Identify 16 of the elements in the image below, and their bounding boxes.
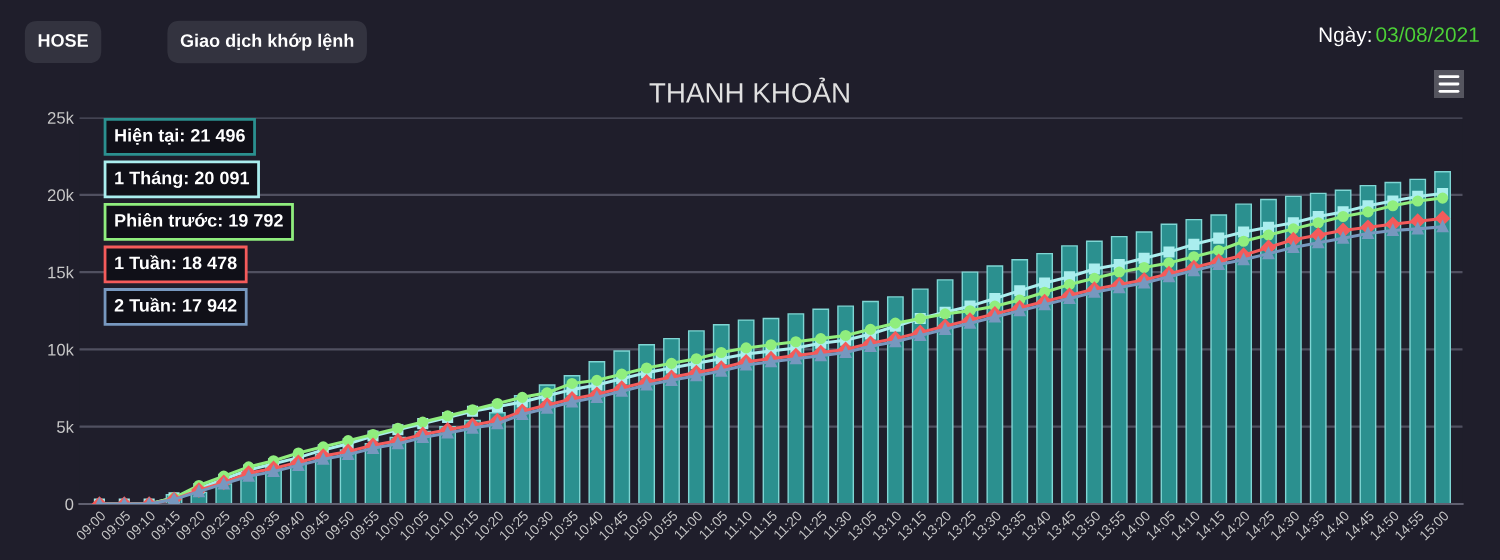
- y-tick-label: 10k: [48, 343, 74, 356]
- text: 1 Tuần: 18 478: [115, 255, 237, 270]
- y-tick-label: 0: [65, 498, 74, 511]
- text: Giao dịch khớp lệnh: [180, 33, 354, 51]
- text: 1 Tháng: 20 091: [115, 170, 250, 188]
- chart-title: THANH KHOẢN: [649, 77, 849, 103]
- text: 2 Tuần: 17 942: [114, 297, 237, 312]
- y-tick-label: 25k: [47, 111, 74, 124]
- y-tick-label: 15k: [48, 266, 74, 279]
- text: Phiên trước: 19 792: [115, 213, 283, 227]
- text: Ngày:: [1319, 26, 1371, 47]
- text: 03/08/2021: [1376, 26, 1479, 42]
- text: Hiện tại: 21 496: [115, 128, 245, 145]
- y-tick-label: 20k: [47, 188, 74, 202]
- y-tick-label: 5k: [57, 420, 74, 433]
- text: HOSE: [38, 34, 88, 47]
